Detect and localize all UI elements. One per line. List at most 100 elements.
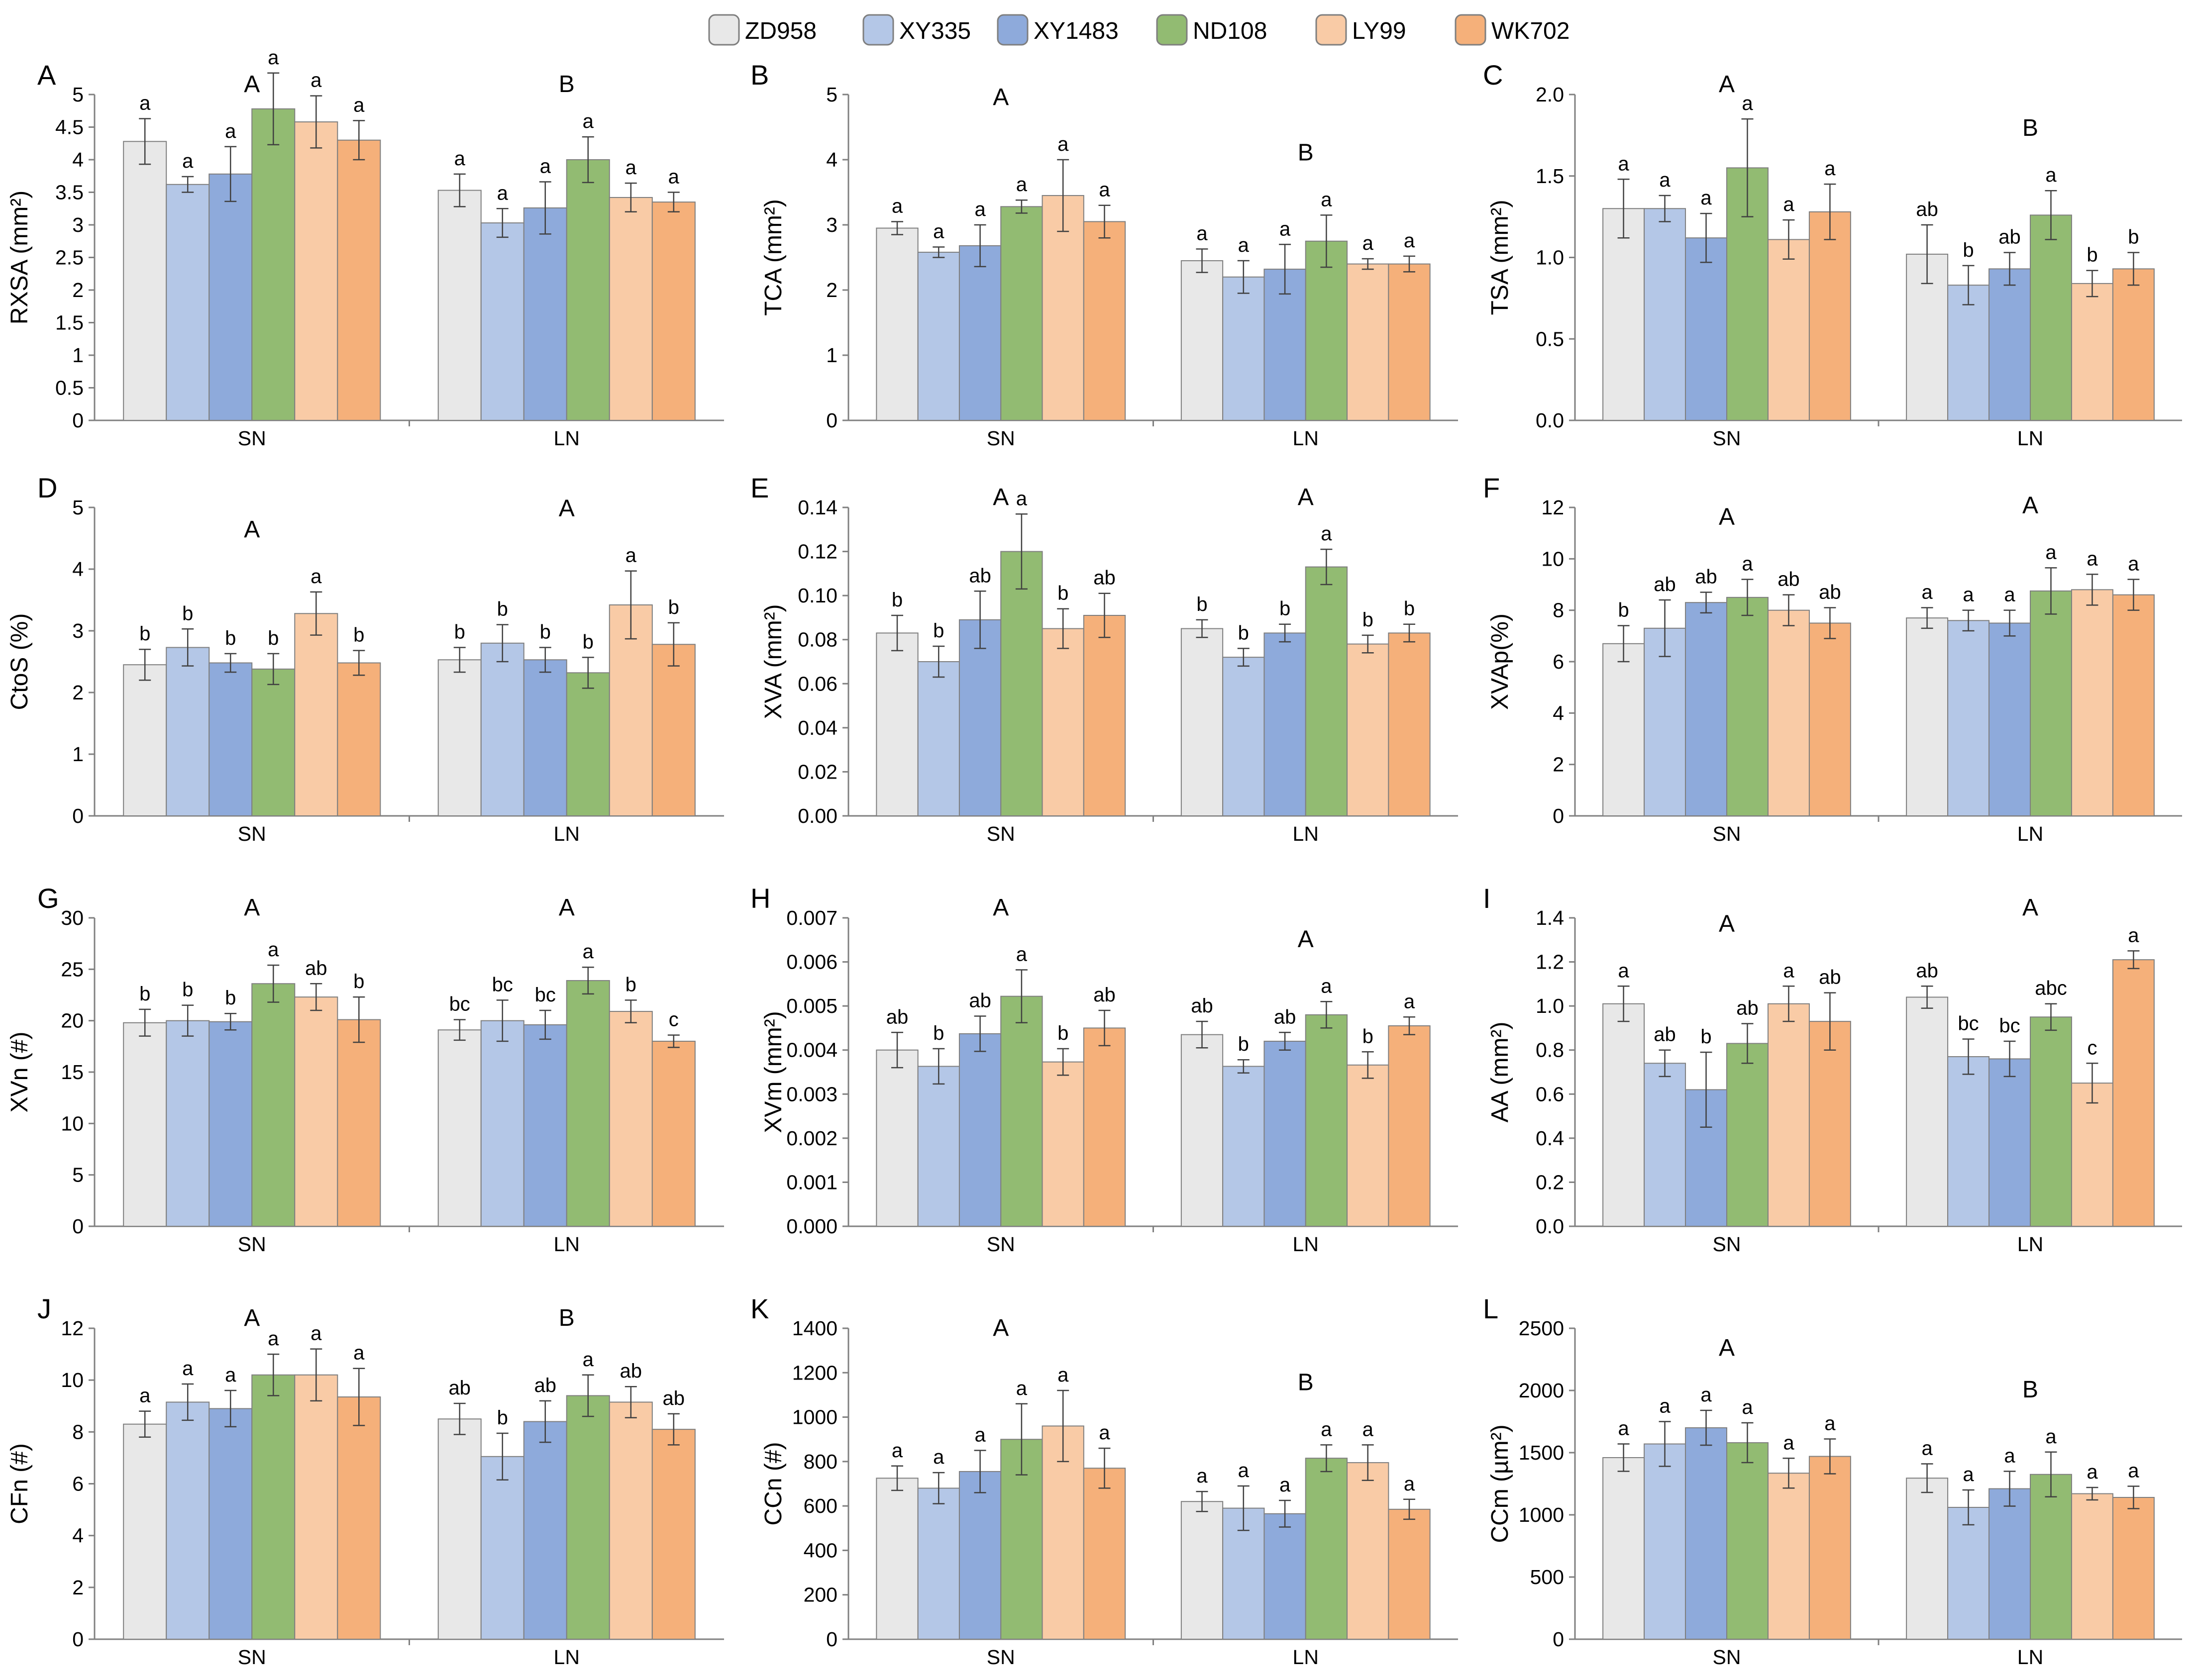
panel-k-y-tick-label: 600 [804, 1494, 837, 1517]
panel-k-bar-xy335-sn [917, 1487, 960, 1640]
panel-h-bar-wk702-ln [1388, 1025, 1431, 1227]
panel-h-bar-xy335-ln [1222, 1066, 1265, 1227]
panel-b-y-axis-label: TCA (mm²) [760, 199, 787, 316]
panel-g-sig-letter: bc [535, 984, 556, 1006]
panel-c-y-axis-label: TSA (mm²) [1487, 200, 1513, 315]
panel-a-y-tick-label: 2.5 [55, 246, 84, 269]
panel-b-sig-letter: a [892, 195, 903, 217]
panel-i-bar-nd108-sn [1726, 1043, 1769, 1227]
panel-f-sig-letter: a [2087, 548, 2098, 570]
panel-j-y-tick-label: 10 [61, 1369, 84, 1391]
panel-a-bar-xy1483-sn [209, 173, 253, 421]
panel-g-category-label-ln: LN [554, 1233, 580, 1256]
panel-h-bar-xy1483-ln [1263, 1041, 1306, 1227]
panel-l-sig-letter: a [1742, 1396, 1753, 1418]
panel-b-sig-letter: a [974, 198, 986, 220]
panel-d-letter: D [37, 472, 57, 503]
panel-d-y-tick-label: 0 [72, 804, 84, 827]
panel-k-sig-letter: a [1238, 1460, 1250, 1482]
panel-d-y-tick-label: 1 [72, 743, 84, 766]
panel-b-sig-letter: a [1279, 218, 1291, 240]
legend-label-nd108: ND108 [1193, 18, 1267, 44]
panel-g-y-tick-label: 5 [72, 1164, 84, 1186]
panel-c-sig-letter: a [1824, 158, 1836, 180]
panel-e: E XVA (mm²) 0.00 0.02 0.04 0.06 0.08 0.10 0.12 0.… [750, 472, 1458, 845]
panel-b-category-label-sn: SN [987, 427, 1015, 450]
panel-g-sig-letter: b [139, 983, 150, 1005]
legend-swatch-wk702 [1455, 14, 1486, 46]
panel-a-bar-ly99-ln [609, 197, 653, 421]
panel-b-sig-letter: a [1057, 133, 1069, 155]
panel-k-y-tick-label: 800 [804, 1450, 837, 1473]
panel-a-letter: A [37, 59, 56, 91]
panel-e-sig-letter: b [1279, 598, 1290, 620]
panel-k-bar-zd958-ln [1180, 1501, 1224, 1640]
panel-a-sig-letter: a [626, 157, 637, 179]
panel-g-y-tick-label: 30 [61, 906, 84, 929]
panel-c-sig-letter: a [1700, 187, 1712, 209]
panel-l-sig-letter: a [2045, 1426, 2057, 1448]
panel-a-sig-letter: a [583, 110, 594, 132]
panel-f-sig-letter: ab [1819, 582, 1841, 603]
legend-swatch-nd108 [1156, 14, 1188, 46]
panel-f-bar-wk702-sn [1808, 622, 1851, 816]
panel-l-group-letter-sn: A [1719, 1335, 1735, 1361]
panel-k-y-tick-label: 400 [804, 1539, 837, 1562]
panel-d-sig-letter: b [583, 631, 594, 653]
panel-j-bar-nd108-sn [251, 1374, 296, 1640]
panel-b-sig-letter: a [1321, 189, 1332, 210]
panel-e-y-tick-label: 0.12 [798, 540, 837, 563]
panel-i-bar-wk702-sn [1808, 1021, 1851, 1227]
panel-a-y-tick-label: 3 [72, 213, 84, 236]
panel-i-bar-ly99-ln [2071, 1083, 2113, 1227]
panel-d-group-letter-sn: A [244, 516, 260, 543]
panel-j-bar-ly99-sn [294, 1374, 338, 1640]
legend: ZD958 XY335 XY1483 ND108 LY99 WK702 [708, 14, 1569, 46]
panel-h-y-axis-label: XVm (mm²) [760, 1011, 787, 1133]
panel-i-sig-letter: a [1618, 960, 1629, 982]
panel-i-y-tick-label: 1.0 [1536, 994, 1564, 1017]
panel-k-bar-xy1483-ln [1263, 1513, 1306, 1640]
panel-c-bar-ly99-sn [1767, 239, 1810, 421]
panel-f-category-label-ln: LN [2017, 822, 2043, 845]
panel-j-sig-letter: a [182, 1358, 194, 1380]
panel-c-sig-letter: a [1742, 93, 1753, 114]
panel-h-sig-letter: b [1238, 1033, 1249, 1055]
panel-b-sig-letter: a [1404, 230, 1415, 252]
panel-g-bar-nd108-sn [251, 983, 296, 1227]
panel-b-bar-nd108-sn [1000, 206, 1043, 421]
panel-a-category-label-sn: SN [238, 427, 266, 450]
panel-b-bar-xy335-ln [1222, 276, 1265, 421]
panel-e-category-label-ln: LN [1293, 822, 1319, 845]
panel-e-sig-letter: b [1362, 609, 1373, 631]
panel-f-category-label-sn: SN [1713, 822, 1741, 845]
panel-j-bar-xy1483-sn [209, 1408, 253, 1640]
panel-e-y-tick-label: 0.08 [798, 628, 837, 651]
panel-f-bar-nd108-sn [1726, 596, 1769, 817]
panel-l-bar-ly99-ln [2071, 1493, 2113, 1640]
panel-a-sig-letter: a [454, 148, 466, 170]
panel-c-sig-letter: ab [1998, 226, 2021, 248]
panel-j-y-axis-label: CFn (#) [6, 1443, 33, 1524]
panel-l-sig-letter: a [2128, 1460, 2139, 1482]
panel-j-bar-zd958-sn [123, 1423, 167, 1640]
panel-j-sig-letter: a [583, 1349, 594, 1371]
panel-c-y-tick-label: 0.0 [1536, 409, 1564, 432]
panel-d-bar-zd958-ln [437, 659, 482, 817]
panel-g-bar-xy1483-ln [523, 1024, 567, 1227]
panel-i-y-tick-label: 0.4 [1536, 1127, 1564, 1150]
panel-h-y-tick-label: 0.006 [786, 951, 837, 974]
panel-c-category-label-ln: LN [2017, 427, 2043, 450]
panel-a-bar-zd958-sn [123, 141, 167, 421]
panel-d-y-tick-label: 3 [72, 619, 84, 642]
panel-j-bar-wk702-ln [651, 1429, 696, 1640]
panel-g-sig-letter: b [353, 971, 364, 992]
panel-h-category-label-sn: SN [987, 1233, 1015, 1256]
panel-l-sig-letter: a [2087, 1461, 2098, 1483]
legend-item-zd958: ZD958 [708, 14, 817, 46]
panel-e-y-tick-label: 0.04 [798, 716, 837, 739]
legend-item-ly99: LY99 [1315, 14, 1406, 46]
panel-h-sig-letter: ab [969, 990, 991, 1012]
panel-b-bar-wk702-ln [1388, 263, 1431, 421]
